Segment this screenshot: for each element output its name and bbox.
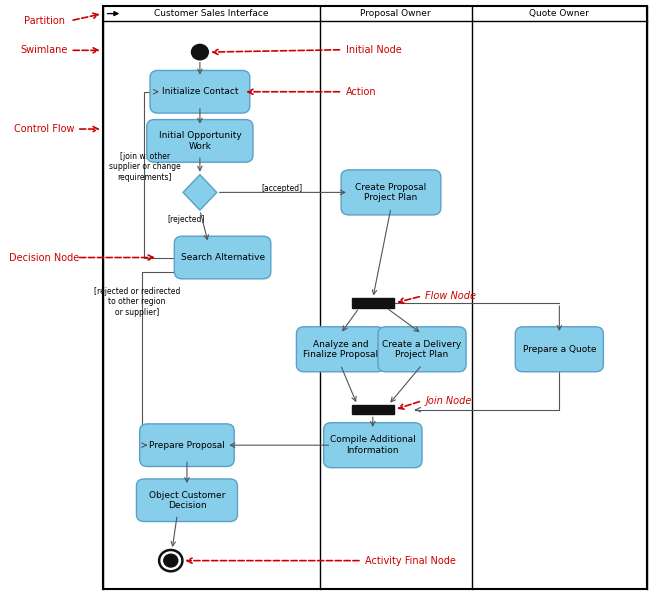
Text: Quote Owner: Quote Owner <box>529 9 590 18</box>
Text: Analyze and
Finalize Proposal: Analyze and Finalize Proposal <box>303 340 378 359</box>
Text: [join w. other
supplier or change
requirements]: [join w. other supplier or change requir… <box>109 152 181 182</box>
Text: [rejected]: [rejected] <box>168 214 205 224</box>
FancyBboxPatch shape <box>140 424 234 466</box>
Text: Prepare Proposal: Prepare Proposal <box>149 440 225 450</box>
Bar <box>103 6 647 589</box>
Text: [accepted]: [accepted] <box>261 184 303 193</box>
Text: Create Proposal
Project Plan: Create Proposal Project Plan <box>356 183 426 202</box>
FancyBboxPatch shape <box>174 236 271 279</box>
FancyBboxPatch shape <box>136 479 237 522</box>
FancyBboxPatch shape <box>324 423 422 468</box>
Text: Object Customer
Decision: Object Customer Decision <box>149 491 225 510</box>
Circle shape <box>164 554 177 567</box>
Circle shape <box>192 44 208 60</box>
FancyBboxPatch shape <box>296 327 385 372</box>
Text: Control Flow: Control Flow <box>14 124 75 134</box>
FancyBboxPatch shape <box>341 170 441 215</box>
Text: Initialize Contact: Initialize Contact <box>162 87 238 96</box>
Bar <box>352 298 394 308</box>
Text: Compile Additional
Information: Compile Additional Information <box>330 436 416 455</box>
Bar <box>352 405 394 414</box>
Text: Swimlane: Swimlane <box>21 46 68 55</box>
Text: Activity Final Node: Activity Final Node <box>365 556 456 565</box>
Text: Initial Node: Initial Node <box>346 45 401 54</box>
Text: Create a Delivery
Project Plan: Create a Delivery Project Plan <box>382 340 462 359</box>
FancyBboxPatch shape <box>147 120 253 162</box>
Text: Action: Action <box>346 87 376 96</box>
FancyBboxPatch shape <box>378 327 466 372</box>
FancyBboxPatch shape <box>515 327 603 372</box>
Polygon shape <box>183 175 216 210</box>
FancyBboxPatch shape <box>150 70 250 113</box>
Text: Customer Sales Interface: Customer Sales Interface <box>153 9 268 18</box>
Text: Prepare a Quote: Prepare a Quote <box>523 345 596 354</box>
Text: Initial Opportunity
Work: Initial Opportunity Work <box>159 131 241 150</box>
Text: Proposal Owner: Proposal Owner <box>360 9 431 18</box>
Text: Flow Node: Flow Node <box>425 291 476 301</box>
Text: Decision Node: Decision Node <box>9 253 79 262</box>
Text: Partition: Partition <box>24 16 65 25</box>
Text: Join Node: Join Node <box>425 396 472 406</box>
Text: Search Alternative: Search Alternative <box>181 253 265 262</box>
Text: [rejected or redirected
to other region
or supplier]: [rejected or redirected to other region … <box>94 287 180 317</box>
